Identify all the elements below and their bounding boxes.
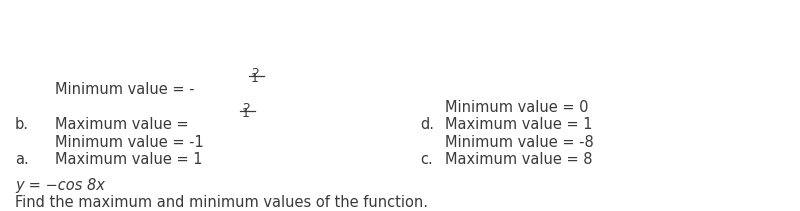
Text: a.: a. [15, 152, 29, 167]
Text: Find the maximum and minimum values of the function.: Find the maximum and minimum values of t… [15, 195, 428, 210]
Text: 1: 1 [242, 107, 250, 120]
Text: b.: b. [15, 117, 29, 132]
Text: Maximum value = 1: Maximum value = 1 [55, 152, 202, 167]
Text: Minimum value = -1: Minimum value = -1 [55, 135, 204, 150]
Text: Minimum value = -8: Minimum value = -8 [445, 135, 594, 150]
Text: c.: c. [420, 152, 433, 167]
Text: Minimum value = 0: Minimum value = 0 [445, 100, 589, 115]
Text: 1: 1 [251, 72, 259, 85]
Text: Minimum value = -: Minimum value = - [55, 82, 194, 97]
Text: Maximum value = 1: Maximum value = 1 [445, 117, 593, 132]
Text: 2: 2 [251, 67, 259, 80]
Text: y: y [15, 178, 24, 193]
Text: = −cos 8x: = −cos 8x [24, 178, 105, 193]
Text: d.: d. [420, 117, 434, 132]
Text: Maximum value = 8: Maximum value = 8 [445, 152, 593, 167]
Text: 2: 2 [242, 102, 250, 115]
Text: Maximum value =: Maximum value = [55, 117, 194, 132]
